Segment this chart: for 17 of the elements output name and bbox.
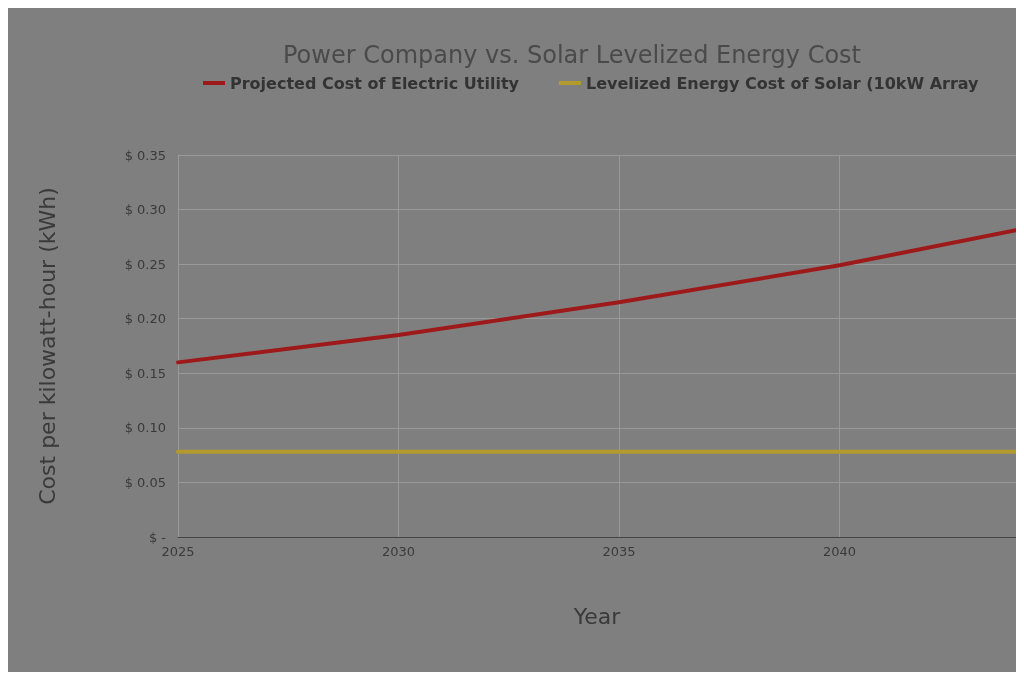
x-tick-label: 2040 [823, 544, 857, 559]
x-axis-title: Year [572, 603, 622, 629]
y-tick-label: $ 0.25 [124, 256, 166, 272]
legend-label: Projected Cost of Electric Utility [230, 73, 520, 93]
legend-label: Levelized Energy Cost of Solar (10kW Array [585, 73, 980, 93]
y-tick-label: $ - [148, 529, 167, 545]
y-tick-label: $ 0.15 [124, 365, 166, 381]
y-tick-label: $ 0.10 [124, 420, 166, 436]
y-axis-title: Cost per kilowatt-hour (kWh) [34, 187, 60, 505]
y-tick-label: $ 0.35 [124, 147, 166, 163]
y-tick-label: $ 0.20 [124, 311, 166, 327]
x-tick-label: 2030 [381, 544, 416, 559]
x-tick-label: 2035 [602, 544, 636, 559]
x-tick-label: 2025 [161, 544, 195, 559]
y-tick-label: $ 0.30 [124, 202, 166, 218]
line-series [176, 228, 1016, 365]
y-tick-label: $ 0.05 [124, 474, 166, 490]
